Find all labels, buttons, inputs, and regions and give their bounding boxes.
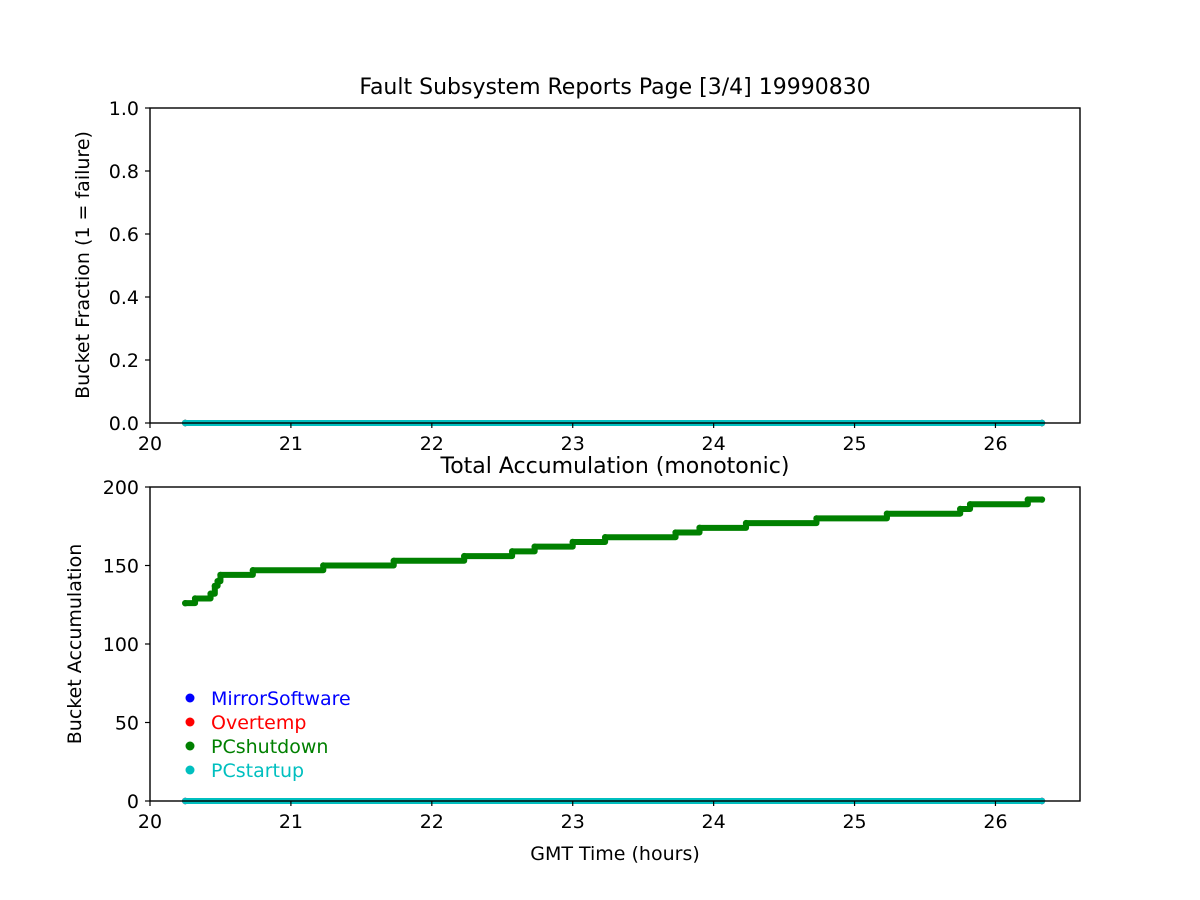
series-pcshutdown-point-1 bbox=[191, 595, 199, 602]
series-pcshutdown-point-15 bbox=[696, 524, 703, 532]
y-tick-label-1: 50 bbox=[115, 713, 139, 735]
fraction-ticks: 20 21 22 23 24 25 26 0.0 0.2 0.4 0.6 0.8 1.0 bbox=[109, 98, 1008, 455]
accumulation-plot-frame bbox=[149, 486, 1081, 802]
accumulation-chart-title: Total Accumulation (monotonic) bbox=[440, 454, 790, 479]
x-tick-label-1: 21 bbox=[279, 433, 303, 455]
series-pcshutdown-point-22 bbox=[1038, 496, 1046, 503]
x-tick-label-0: 20 bbox=[138, 433, 162, 455]
fraction-panel: Fault Subsystem Reports Page [3/4] 19990… bbox=[72, 75, 1081, 455]
accumulation-panel: Total Accumulation (monotonic) Bucket Ac… bbox=[64, 454, 1081, 865]
series-pcshutdown-point-13 bbox=[601, 534, 609, 541]
series-pcshutdown-point-2 bbox=[207, 590, 214, 597]
series-pcshutdown-point-11 bbox=[531, 543, 538, 550]
x-tick-label-1: 21 bbox=[279, 811, 303, 833]
y-tick-label-3: 0.6 bbox=[109, 224, 139, 246]
series-pcshutdown-point-19 bbox=[957, 505, 964, 513]
fraction-y-axis-label: Bucket Fraction (1 = failure) bbox=[72, 131, 94, 399]
legend-label-pcstartup: PCstartup bbox=[211, 760, 304, 782]
series-pcshutdown-point-5 bbox=[217, 571, 224, 579]
y-tick-label-4: 0.8 bbox=[109, 161, 139, 183]
series-pcshutdown-point-8 bbox=[390, 557, 397, 564]
x-tick-label-5: 25 bbox=[842, 433, 866, 455]
series-pcshutdown-point-20 bbox=[966, 501, 974, 508]
series-pcshutdown-point-21 bbox=[1024, 496, 1032, 503]
x-tick-label-4: 24 bbox=[702, 811, 726, 833]
accumulation-y-axis-label: Bucket Accumulation bbox=[64, 544, 86, 745]
series-pcshutdown-point-6 bbox=[249, 567, 257, 574]
fraction-plot-frame bbox=[149, 107, 1081, 424]
y-tick-label-0: 0.0 bbox=[109, 413, 139, 435]
y-tick-label-3: 150 bbox=[103, 556, 139, 578]
x-tick-label-5: 25 bbox=[842, 811, 866, 833]
y-tick-label-5: 1.0 bbox=[109, 98, 139, 120]
series-pcshutdown-point-4 bbox=[214, 578, 221, 585]
legend-marker-overtemp bbox=[185, 717, 195, 727]
x-tick-label-3: 23 bbox=[561, 811, 585, 833]
series-pcshutdown-point-16 bbox=[742, 519, 750, 527]
series-pcshutdown-point-18 bbox=[883, 510, 891, 517]
y-tick-label-1: 0.2 bbox=[109, 350, 139, 372]
legend-label-mirrorsoftware: MirrorSoftware bbox=[211, 688, 351, 710]
x-tick-label-4: 24 bbox=[702, 433, 726, 455]
legend-label-pcshutdown: PCshutdown bbox=[211, 736, 328, 758]
series-pcshutdown-point-12 bbox=[569, 538, 576, 546]
series-pcshutdown-point-17 bbox=[813, 515, 820, 522]
series-pcshutdown-point-0 bbox=[182, 599, 189, 607]
fraction-chart-title: Fault Subsystem Reports Page [3/4] 19990… bbox=[359, 75, 870, 100]
y-tick-label-4: 200 bbox=[103, 477, 139, 499]
series-pcshutdown-point-14 bbox=[672, 529, 679, 536]
series-pcshutdown-point-9 bbox=[461, 552, 468, 560]
legend-marker-mirrorsoftware bbox=[185, 693, 195, 703]
x-tick-label-6: 26 bbox=[983, 811, 1007, 833]
x-tick-label-0: 20 bbox=[138, 811, 162, 833]
accumulation-x-axis-label: GMT Time (hours) bbox=[530, 843, 700, 865]
series-pcshutdown-point-7 bbox=[320, 562, 327, 569]
legend: MirrorSoftwareOvertempPCshutdownPCstartu… bbox=[185, 688, 351, 782]
x-tick-label-6: 26 bbox=[983, 433, 1007, 455]
x-tick-label-2: 22 bbox=[420, 811, 444, 833]
x-tick-label-3: 23 bbox=[561, 433, 585, 455]
y-tick-label-2: 100 bbox=[103, 634, 139, 656]
y-tick-label-2: 0.4 bbox=[109, 287, 139, 309]
series-pcshutdown-point-10 bbox=[508, 548, 516, 555]
legend-marker-pcstartup bbox=[185, 765, 195, 775]
legend-marker-pcshutdown bbox=[185, 741, 195, 751]
series-pcshutdown-point-3 bbox=[211, 582, 219, 590]
accumulation-ticks: 20 21 22 23 24 25 26 0 50 100 150 200 bbox=[103, 477, 1008, 833]
x-tick-label-2: 22 bbox=[420, 433, 444, 455]
y-tick-label-0: 0 bbox=[127, 791, 139, 813]
legend-label-overtemp: Overtemp bbox=[211, 712, 306, 734]
